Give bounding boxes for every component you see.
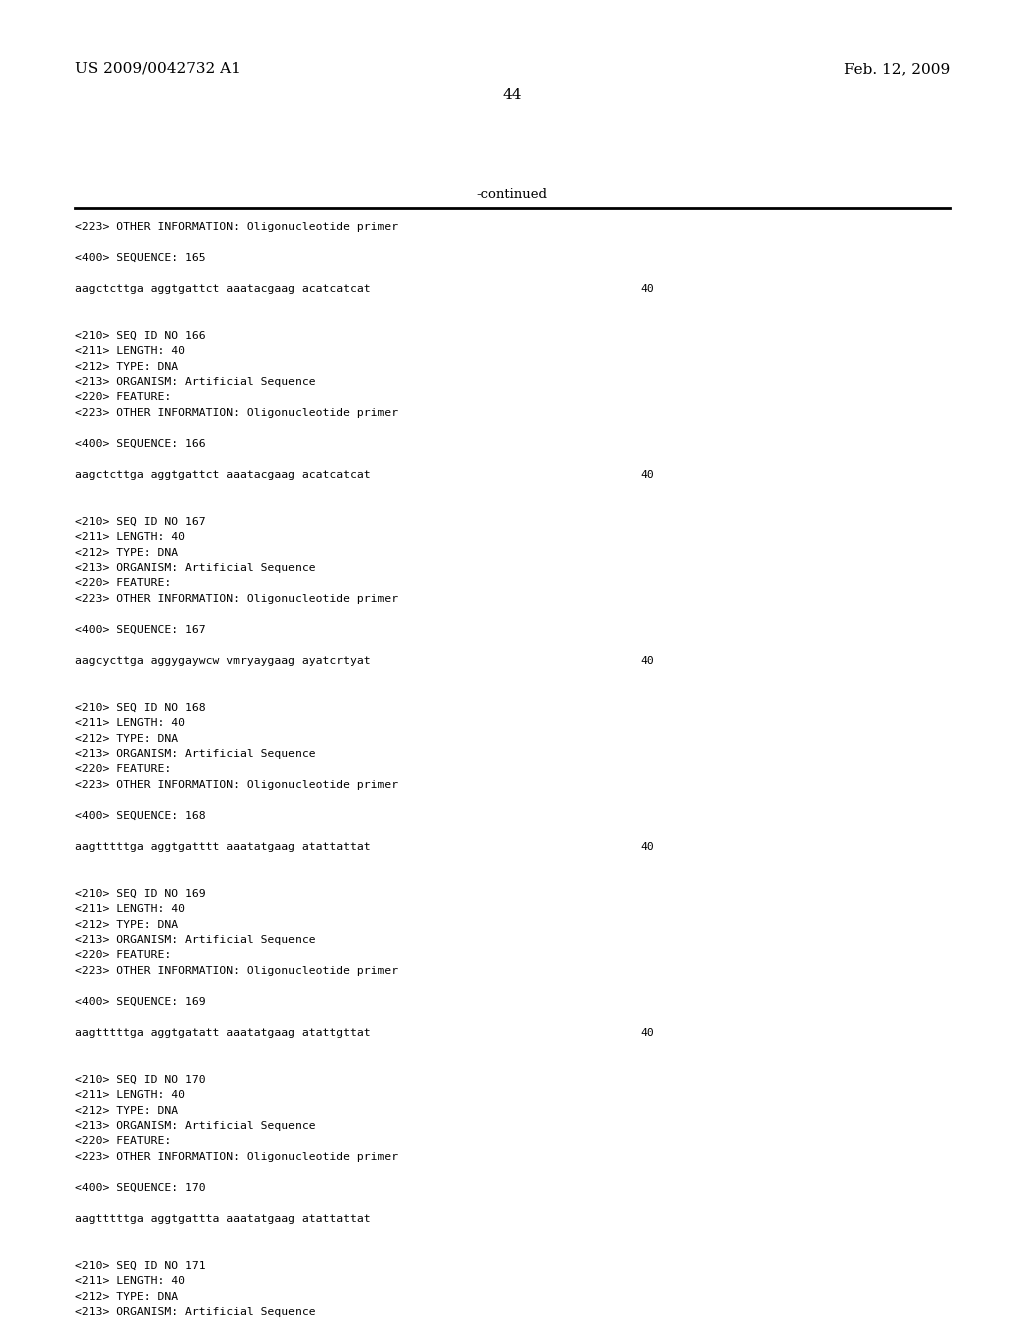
Text: <211> LENGTH: 40: <211> LENGTH: 40 bbox=[75, 346, 185, 356]
Text: <211> LENGTH: 40: <211> LENGTH: 40 bbox=[75, 1090, 185, 1100]
Text: <212> TYPE: DNA: <212> TYPE: DNA bbox=[75, 548, 178, 557]
Text: <213> ORGANISM: Artificial Sequence: <213> ORGANISM: Artificial Sequence bbox=[75, 1121, 315, 1131]
Text: <400> SEQUENCE: 168: <400> SEQUENCE: 168 bbox=[75, 810, 206, 821]
Text: 40: 40 bbox=[640, 842, 653, 851]
Text: <210> SEQ ID NO 169: <210> SEQ ID NO 169 bbox=[75, 888, 206, 899]
Text: <210> SEQ ID NO 167: <210> SEQ ID NO 167 bbox=[75, 516, 206, 527]
Text: <211> LENGTH: 40: <211> LENGTH: 40 bbox=[75, 532, 185, 543]
Text: <213> ORGANISM: Artificial Sequence: <213> ORGANISM: Artificial Sequence bbox=[75, 378, 315, 387]
Text: <400> SEQUENCE: 165: <400> SEQUENCE: 165 bbox=[75, 253, 206, 263]
Text: US 2009/0042732 A1: US 2009/0042732 A1 bbox=[75, 62, 241, 77]
Text: <211> LENGTH: 40: <211> LENGTH: 40 bbox=[75, 904, 185, 913]
Text: aagtttttga aggtgatttt aaatatgaag atattattat: aagtttttga aggtgatttt aaatatgaag atattat… bbox=[75, 842, 371, 851]
Text: <211> LENGTH: 40: <211> LENGTH: 40 bbox=[75, 1276, 185, 1286]
Text: aagtttttga aggtgatatt aaatatgaag atattgttat: aagtttttga aggtgatatt aaatatgaag atattgt… bbox=[75, 1028, 371, 1038]
Text: aagctcttga aggtgattct aaatacgaag acatcatcat: aagctcttga aggtgattct aaatacgaag acatcat… bbox=[75, 470, 371, 480]
Text: <220> FEATURE:: <220> FEATURE: bbox=[75, 392, 171, 403]
Text: 44: 44 bbox=[502, 88, 522, 102]
Text: aagctcttga aggtgattct aaatacgaag acatcatcat: aagctcttga aggtgattct aaatacgaag acatcat… bbox=[75, 284, 371, 294]
Text: 40: 40 bbox=[640, 470, 653, 480]
Text: <210> SEQ ID NO 166: <210> SEQ ID NO 166 bbox=[75, 330, 206, 341]
Text: <223> OTHER INFORMATION: Oligonucleotide primer: <223> OTHER INFORMATION: Oligonucleotide… bbox=[75, 222, 398, 232]
Text: aagcycttga aggygaywcw vmryaygaag ayatcrtyat: aagcycttga aggygaywcw vmryaygaag ayatcrt… bbox=[75, 656, 371, 667]
Text: 40: 40 bbox=[640, 656, 653, 667]
Text: <211> LENGTH: 40: <211> LENGTH: 40 bbox=[75, 718, 185, 729]
Text: <223> OTHER INFORMATION: Oligonucleotide primer: <223> OTHER INFORMATION: Oligonucleotide… bbox=[75, 1152, 398, 1162]
Text: <220> FEATURE:: <220> FEATURE: bbox=[75, 764, 171, 775]
Text: 40: 40 bbox=[640, 284, 653, 294]
Text: <220> FEATURE:: <220> FEATURE: bbox=[75, 1137, 171, 1147]
Text: <212> TYPE: DNA: <212> TYPE: DNA bbox=[75, 734, 178, 743]
Text: 40: 40 bbox=[640, 1028, 653, 1038]
Text: <223> OTHER INFORMATION: Oligonucleotide primer: <223> OTHER INFORMATION: Oligonucleotide… bbox=[75, 408, 398, 418]
Text: <213> ORGANISM: Artificial Sequence: <213> ORGANISM: Artificial Sequence bbox=[75, 1307, 315, 1317]
Text: <210> SEQ ID NO 168: <210> SEQ ID NO 168 bbox=[75, 702, 206, 713]
Text: Feb. 12, 2009: Feb. 12, 2009 bbox=[844, 62, 950, 77]
Text: <213> ORGANISM: Artificial Sequence: <213> ORGANISM: Artificial Sequence bbox=[75, 564, 315, 573]
Text: <400> SEQUENCE: 166: <400> SEQUENCE: 166 bbox=[75, 440, 206, 449]
Text: aagtttttga aggtgattta aaatatgaag atattattat: aagtttttga aggtgattta aaatatgaag atattat… bbox=[75, 1214, 371, 1224]
Text: <223> OTHER INFORMATION: Oligonucleotide primer: <223> OTHER INFORMATION: Oligonucleotide… bbox=[75, 780, 398, 789]
Text: <213> ORGANISM: Artificial Sequence: <213> ORGANISM: Artificial Sequence bbox=[75, 748, 315, 759]
Text: <400> SEQUENCE: 167: <400> SEQUENCE: 167 bbox=[75, 624, 206, 635]
Text: <220> FEATURE:: <220> FEATURE: bbox=[75, 950, 171, 961]
Text: <210> SEQ ID NO 171: <210> SEQ ID NO 171 bbox=[75, 1261, 206, 1270]
Text: <212> TYPE: DNA: <212> TYPE: DNA bbox=[75, 362, 178, 371]
Text: <210> SEQ ID NO 170: <210> SEQ ID NO 170 bbox=[75, 1074, 206, 1085]
Text: <400> SEQUENCE: 170: <400> SEQUENCE: 170 bbox=[75, 1183, 206, 1193]
Text: <213> ORGANISM: Artificial Sequence: <213> ORGANISM: Artificial Sequence bbox=[75, 935, 315, 945]
Text: <212> TYPE: DNA: <212> TYPE: DNA bbox=[75, 1106, 178, 1115]
Text: -continued: -continued bbox=[476, 187, 548, 201]
Text: <223> OTHER INFORMATION: Oligonucleotide primer: <223> OTHER INFORMATION: Oligonucleotide… bbox=[75, 594, 398, 605]
Text: <400> SEQUENCE: 169: <400> SEQUENCE: 169 bbox=[75, 997, 206, 1007]
Text: <212> TYPE: DNA: <212> TYPE: DNA bbox=[75, 1291, 178, 1302]
Text: <220> FEATURE:: <220> FEATURE: bbox=[75, 578, 171, 589]
Text: <223> OTHER INFORMATION: Oligonucleotide primer: <223> OTHER INFORMATION: Oligonucleotide… bbox=[75, 966, 398, 975]
Text: <212> TYPE: DNA: <212> TYPE: DNA bbox=[75, 920, 178, 929]
